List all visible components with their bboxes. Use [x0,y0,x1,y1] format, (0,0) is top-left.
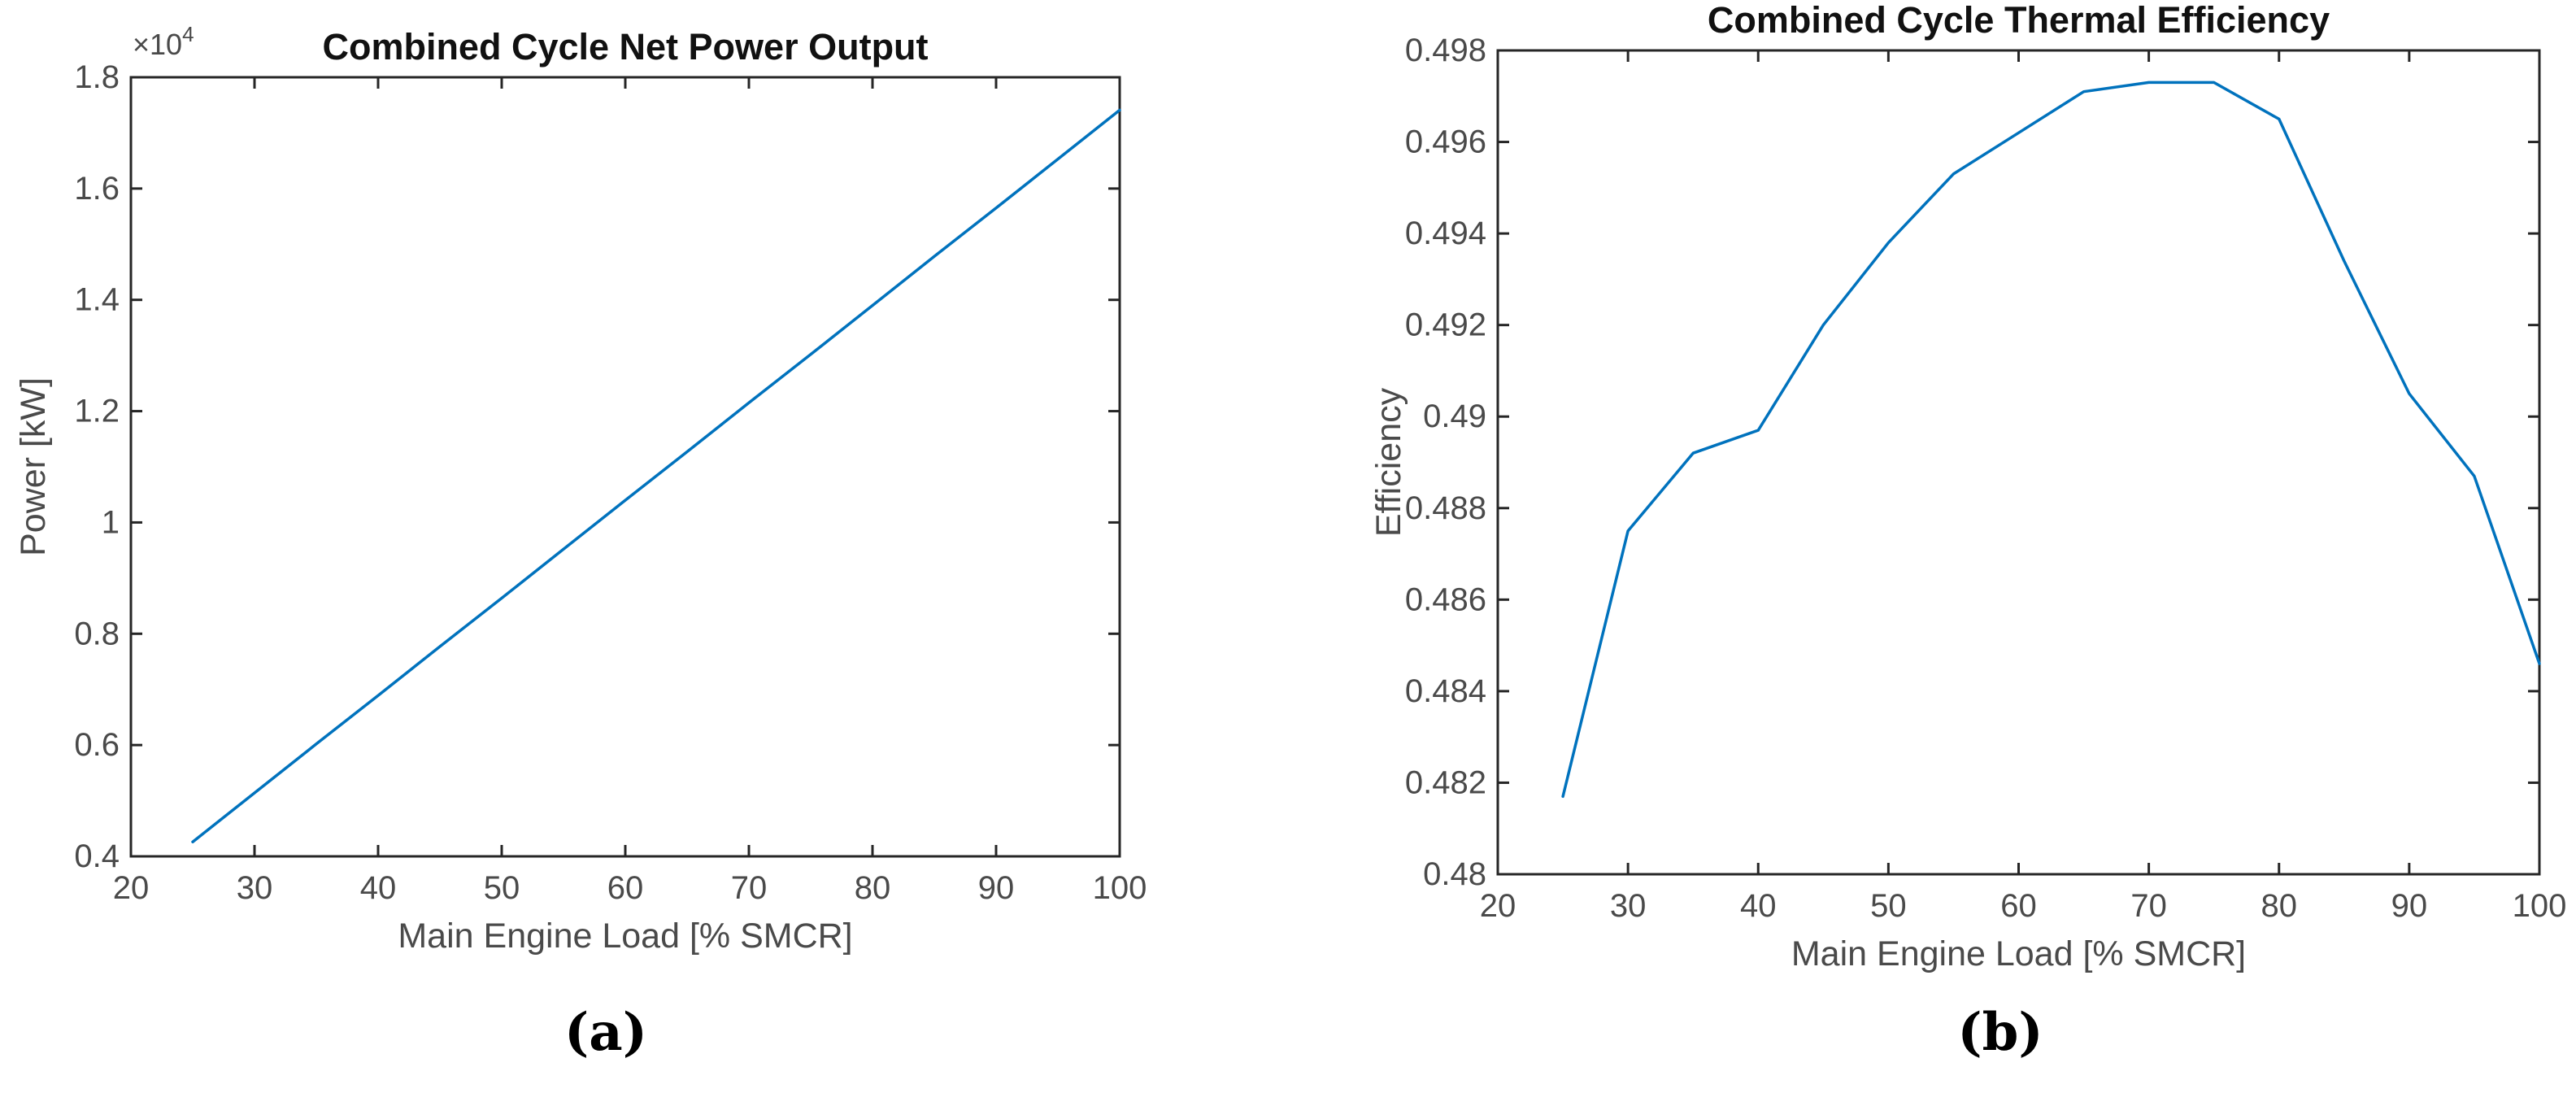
y-tick-label: 0.8 [74,616,120,651]
x-tick-label: 90 [2391,888,2428,924]
x-tick-label: 80 [2261,888,2298,924]
x-tick-label: 50 [484,870,520,906]
plot-frame [129,76,1121,858]
series-line [1561,81,2541,799]
y-exponent-sup: 4 [182,22,194,46]
y-tick-label: 0.488 [1405,490,1486,526]
x-tick-label: 90 [978,870,1015,906]
y-tick-label: 1.8 [74,59,120,95]
chart-thermal-efficiency: 20 30 40 50 60 70 80 90 100 0.48 0.482 0.484 0.486 0.… [1369,0,2566,973]
chart-title: Combined Cycle Thermal Efficiency [1708,0,2330,41]
y-tick-label: 1 [102,504,120,540]
x-tick-label: 100 [2513,888,2567,924]
y-tick-label: 0.4 [74,838,120,874]
y-tick-label: 0.494 [1405,216,1486,251]
chart-title: Combined Cycle Net Power Output [322,26,928,67]
y-tick-label: 0.486 [1405,581,1486,617]
x-tick-label: 40 [360,870,397,906]
y-exponent-label: ×104 [133,22,194,61]
x-tick-label: 50 [1870,888,1907,924]
x-tick-label: 20 [113,870,150,906]
x-tick-label: 20 [1480,888,1516,924]
x-tick-label: 60 [2000,888,2037,924]
chart-net-power-output: 20 30 40 50 60 70 80 90 100 0.4 0.6 0.8 1 1.2 1.4 1.6 1.… [14,22,1147,956]
y-tick-label: 0.482 [1405,764,1486,800]
x-tick-label: 100 [1093,870,1147,906]
y-axis-label: Efficiency [1369,387,1408,537]
y-tick-label: 1.2 [74,394,120,429]
x-axis-label: Main Engine Load [% SMCR] [398,917,852,956]
subfigure-label-a: (a) [564,1002,648,1063]
x-tick-label: 70 [2130,888,2167,924]
x-tick-label: 70 [731,870,768,906]
y-axis-label: Power [kW] [14,377,53,556]
y-tick-label: 0.49 [1423,398,1486,434]
subfigure-label-b: (b) [1957,1002,2043,1063]
x-tick-label: 30 [1610,888,1647,924]
y-tick-label: 0.492 [1405,307,1486,343]
y-tick-label: 0.48 [1423,856,1486,892]
x-tick-label: 40 [1740,888,1777,924]
x-tick-label: 30 [237,870,273,906]
y-tick-label: 1.4 [74,282,120,318]
plot-frame [1496,49,2541,876]
x-tick-label: 80 [855,870,891,906]
y-tick-label: 0.484 [1405,673,1486,709]
y-tick-label: 1.6 [74,171,120,207]
x-tick-label: 60 [607,870,644,906]
y-tick-label: 0.6 [74,727,120,763]
x-axis-label: Main Engine Load [% SMCR] [1791,934,2246,973]
y-tick-label: 0.498 [1405,33,1486,68]
series-line [191,108,1121,843]
y-tick-label: 0.496 [1405,124,1486,160]
